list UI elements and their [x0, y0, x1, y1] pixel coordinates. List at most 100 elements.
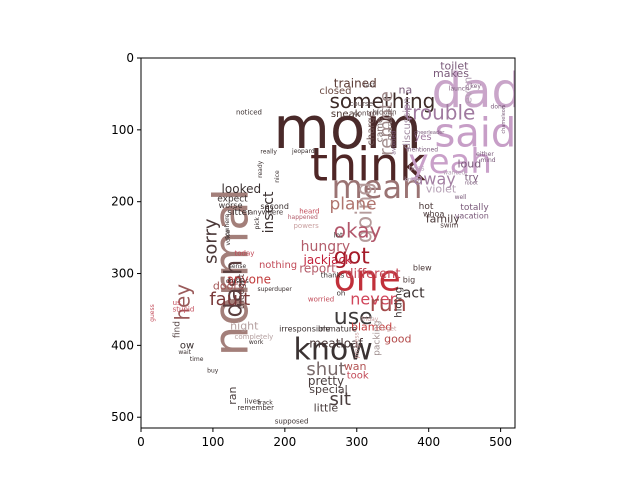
y-tick-label: 100 [111, 123, 134, 137]
cloud-word: swim [440, 221, 458, 229]
cloud-word: completely [235, 333, 274, 341]
cloud-word: ran [226, 387, 239, 405]
cloud-word: sorry [200, 218, 221, 264]
cloud-word: heard [299, 208, 319, 216]
cloud-word: worse [219, 201, 243, 210]
y-tick-label: 500 [111, 410, 134, 424]
cloud-word: totally [460, 203, 489, 213]
cloud-word: lives [245, 397, 261, 405]
cloud-word: try [465, 172, 479, 183]
cloud-word: worried [308, 295, 334, 303]
cloud-word: trouble [404, 101, 475, 125]
cloud-word: said [434, 111, 516, 157]
cloud-word: supposed [275, 418, 309, 426]
cloud-word: wan [344, 360, 367, 373]
x-axis: 0 100 200 300 400 500 [137, 428, 512, 449]
cloud-word: well [455, 194, 467, 201]
cloud-word: something [329, 89, 435, 113]
cloud-word: happened [288, 214, 318, 221]
y-tick-label: 200 [111, 195, 134, 209]
cloud-word: na [398, 83, 412, 96]
cloud-word: control [354, 109, 378, 117]
cloud-word: buy [207, 368, 219, 375]
cloud-word: sitter [227, 208, 251, 218]
cloud-word: superduper [258, 286, 293, 293]
cloud-word: friday [361, 316, 379, 323]
cloud-word: mentioned [406, 146, 439, 153]
cloud-word: insect [261, 191, 277, 233]
cloud-word: course [350, 100, 373, 108]
cloud-word: think [310, 137, 426, 191]
cloud-word: hidden [373, 109, 397, 117]
cloud-word: discussion [402, 97, 413, 149]
cloud-word: plane [329, 195, 376, 215]
cloud-word: jeopardy [291, 148, 319, 155]
cloud-word: remote [376, 91, 397, 156]
cloud-word: family [426, 213, 460, 226]
cloud-word: normal [204, 188, 260, 356]
cloud-word: yes [414, 132, 431, 143]
cloud-word: sneak [331, 109, 361, 120]
cloud-word: powers [293, 222, 319, 230]
cloud-word: use [334, 305, 373, 330]
cloud-word: ow [180, 340, 194, 351]
cloud-word: dash [220, 260, 248, 318]
cloud-word: voice [225, 229, 232, 245]
y-axis: 0 100 200 300 400 500 [111, 51, 141, 424]
cloud-word: boss [409, 165, 425, 173]
cloud-word: really [260, 149, 277, 156]
cloud-word: second [260, 202, 289, 211]
cloud-word: away [414, 170, 456, 189]
cloud-word: hungry [301, 239, 351, 255]
cloud-word: blamed [351, 320, 392, 333]
cloud-word: closed [319, 86, 351, 97]
cloud-word: stupid [173, 305, 195, 313]
cloud-word: looked [222, 182, 262, 196]
cloud-word: avoided [391, 131, 398, 155]
cloud-word: toilet [440, 60, 469, 73]
cloud-word: pretty [308, 374, 344, 388]
cloud-word: work [249, 339, 264, 346]
x-tick-label: 100 [201, 435, 224, 449]
cloud-word: lot [334, 231, 343, 239]
cloud-word: took [347, 371, 369, 382]
cloud-word: report [299, 262, 336, 276]
y-tick-label: 300 [111, 267, 134, 281]
cloud-word: oh [337, 290, 346, 298]
cloud-word: going [352, 182, 377, 243]
cloud-word: little [314, 402, 339, 415]
cloud-word: marriage [386, 108, 394, 140]
cloud-word: time [190, 356, 204, 363]
cloud-word: meatloaf [309, 336, 363, 350]
cloud-word: makes [433, 67, 469, 80]
cloud-word: mean [332, 168, 423, 206]
cloud-word: key [470, 83, 481, 90]
cloud-word: anyone [227, 273, 271, 287]
cloud-word: violet [426, 182, 457, 195]
cloud-word: robot [465, 181, 478, 187]
cloud-word: hot [419, 202, 434, 212]
cloud-word: forget [378, 325, 397, 332]
y-tick-label: 400 [111, 338, 134, 352]
cloud-word: pick [254, 217, 261, 230]
cloud-word: never [350, 290, 396, 309]
cloud-word: jackjack [303, 253, 353, 267]
cloud-word: different [345, 267, 400, 282]
x-tick-label: 500 [489, 435, 512, 449]
cloud-word: charge [366, 111, 377, 145]
cloud-word: even [461, 77, 474, 104]
cloud-word: special [309, 383, 347, 396]
cloud-word: got [334, 245, 370, 270]
cloud-word: act [403, 286, 425, 302]
cloud-word: nowhere [224, 214, 231, 240]
cloud-word: guess [149, 304, 156, 322]
cloud-word: came [375, 117, 385, 142]
cloud-word: remember [237, 404, 274, 412]
cloud-word: today [235, 249, 255, 257]
x-tick-label: 300 [345, 435, 368, 449]
cloud-word: know [293, 333, 372, 368]
cloud-word: nothing [259, 260, 297, 271]
